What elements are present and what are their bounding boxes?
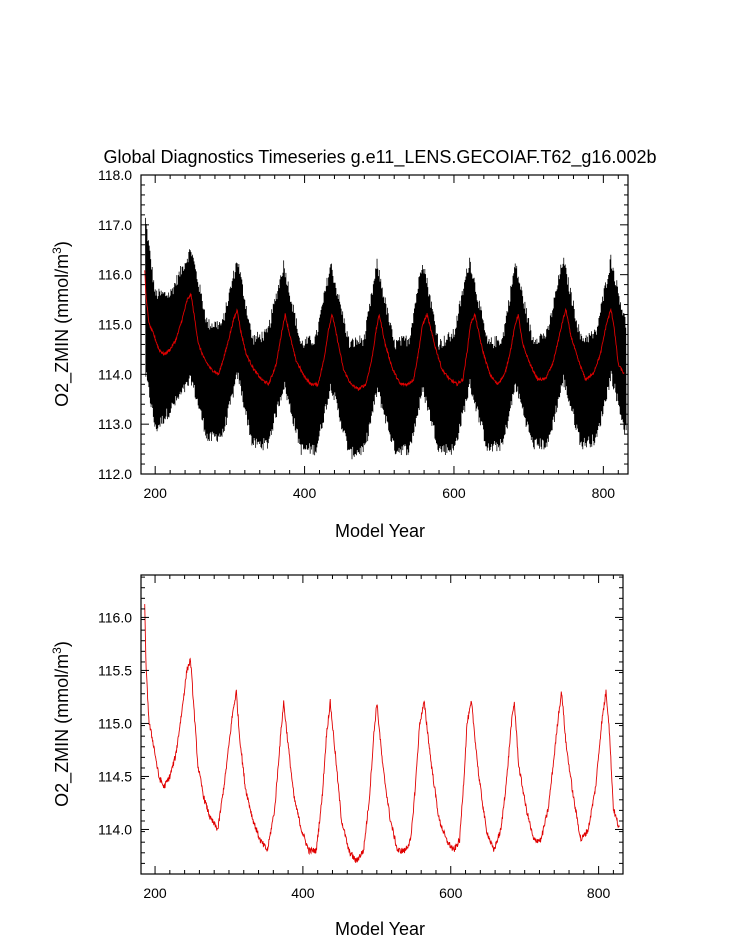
chart-bottom: 200 400 600 800 114.0 114.5 115.0 115.5 116.0 Mo… bbox=[50, 574, 624, 939]
bottom-y-tick-label: 115.0 bbox=[98, 715, 132, 731]
bottom-x-tick-label: 800 bbox=[587, 885, 611, 901]
bottom-y-tick-label: 114.5 bbox=[98, 768, 132, 784]
top-y-tick-label: 114.0 bbox=[98, 366, 132, 382]
top-y-tick-label: 112.0 bbox=[98, 466, 132, 482]
top-x-tick-label: 400 bbox=[293, 485, 317, 501]
top-y-axis-title-sup: 3 bbox=[50, 247, 64, 254]
top-series-annual bbox=[144, 270, 625, 391]
bottom-x-tick-label: 400 bbox=[291, 885, 315, 901]
bottom-y-axis-title: O2_ZMIN (mmol/m3) bbox=[50, 641, 73, 807]
top-x-tick-label: 600 bbox=[442, 485, 466, 501]
top-series-group bbox=[144, 217, 627, 460]
bottom-y-axis-title-close: ) bbox=[52, 641, 72, 647]
top-y-tick-label: 116.0 bbox=[98, 267, 132, 283]
top-series-monthly bbox=[145, 217, 627, 460]
bottom-x-tick-label: 200 bbox=[143, 885, 167, 901]
chart-title: Global Diagnostics Timeseries g.e11_LENS… bbox=[104, 147, 657, 168]
top-x-tick-label: 200 bbox=[144, 485, 168, 501]
bottom-y-tick-label: 115.5 bbox=[98, 662, 132, 678]
top-y-axis-title-close: ) bbox=[52, 241, 72, 247]
top-y-axis-title: O2_ZMIN (mmol/m3) bbox=[50, 241, 73, 407]
top-y-tick-label: 113.0 bbox=[98, 416, 132, 432]
bottom-y-tick-label: 116.0 bbox=[98, 609, 132, 625]
chart-top: Global Diagnostics Timeseries g.e11_LENS… bbox=[50, 147, 656, 541]
top-y-tick-label: 118.0 bbox=[98, 167, 132, 183]
top-y-axis-title-main: O2_ZMIN (mmol/m bbox=[52, 254, 73, 407]
bottom-x-axis-title: Model Year bbox=[335, 919, 425, 939]
top-y-tick-label: 117.0 bbox=[98, 217, 132, 233]
bottom-plot-area bbox=[144, 604, 620, 863]
top-x-tick-label: 800 bbox=[592, 485, 616, 501]
bottom-y-axis-title-main: O2_ZMIN (mmol/m bbox=[52, 654, 73, 807]
top-y-tick-label: 115.0 bbox=[98, 317, 132, 333]
bottom-y-axis-title-sup: 3 bbox=[50, 647, 64, 654]
bottom-x-tick-label: 600 bbox=[439, 885, 463, 901]
bottom-plot-frame bbox=[140, 574, 624, 875]
bottom-series-group bbox=[144, 604, 620, 863]
top-plot-area bbox=[144, 217, 627, 460]
bottom-axes: 200 400 600 800 114.0 114.5 115.0 115.5 116.0 bbox=[98, 575, 623, 901]
bottom-series-annual bbox=[144, 604, 620, 863]
top-axes: 200 400 600 800 112.0 113.0 114.0 115.0 116.0 117… bbox=[98, 167, 628, 501]
bottom-y-tick-label: 114.0 bbox=[98, 821, 132, 837]
top-x-axis-title: Model Year bbox=[335, 521, 425, 541]
